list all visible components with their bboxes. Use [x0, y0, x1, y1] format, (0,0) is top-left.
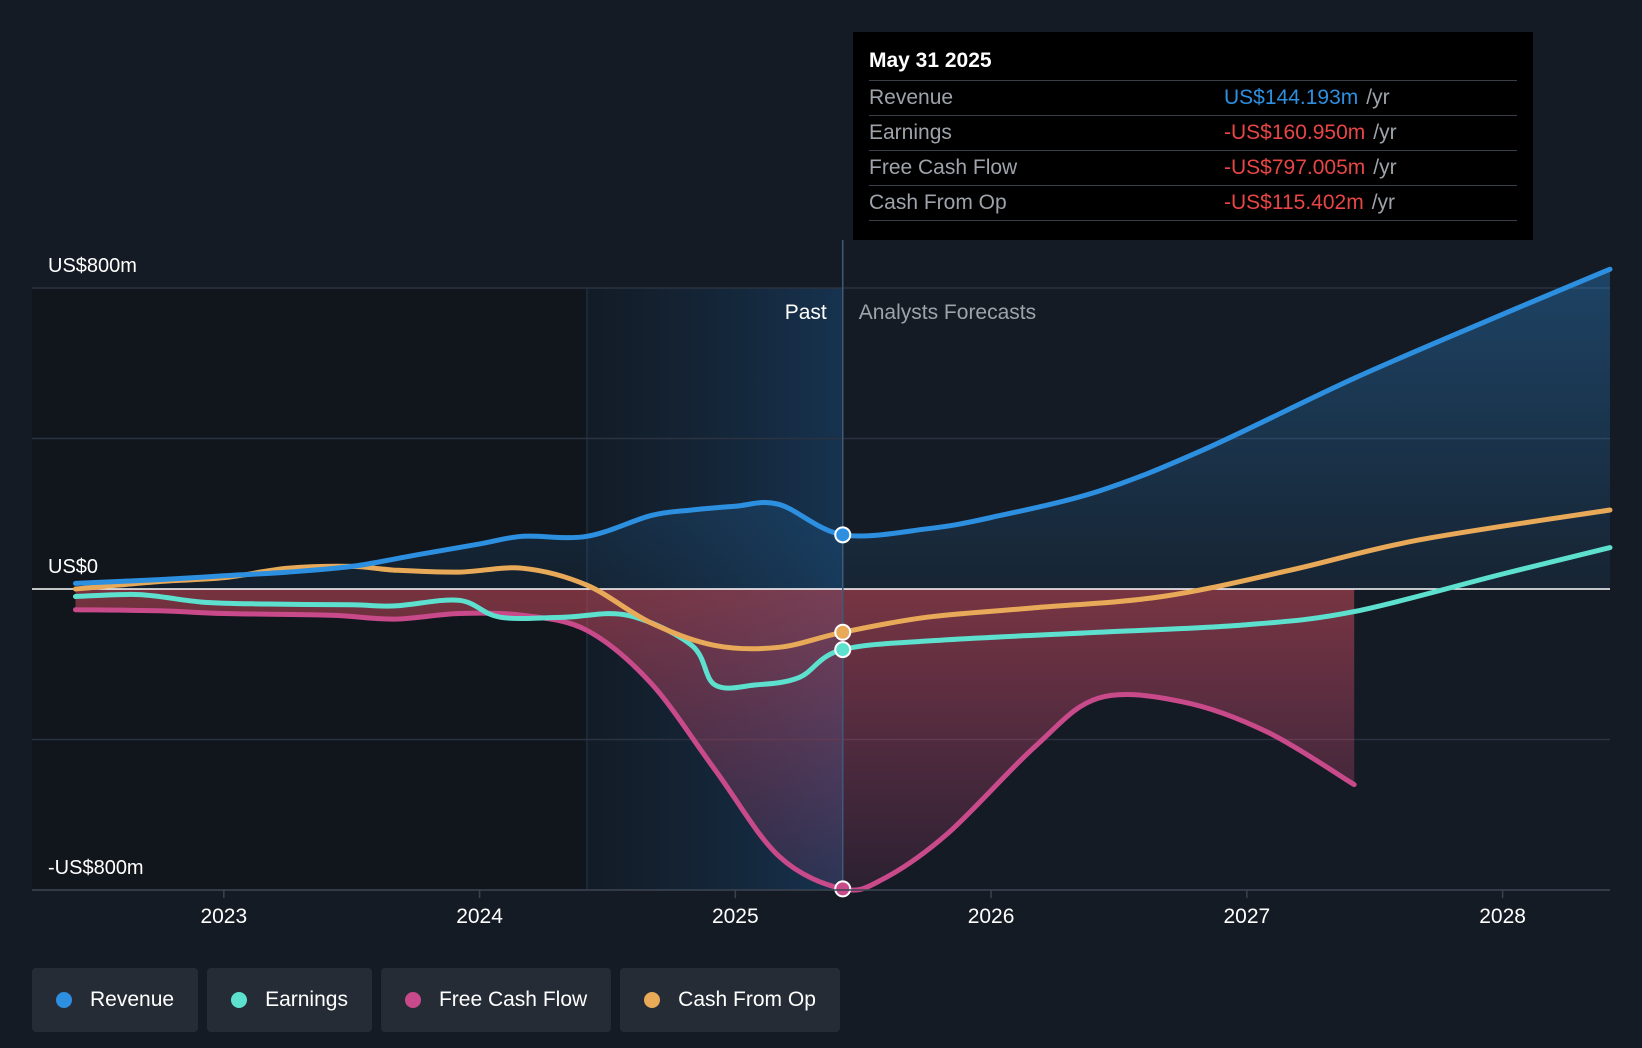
tooltip-label: Earnings	[869, 121, 952, 144]
x-tick-label: 2026	[968, 905, 1015, 928]
tooltip-unit: /yr	[1366, 86, 1390, 109]
tooltip-label: Free Cash Flow	[869, 156, 1018, 179]
tooltip-row-revenue: Revenue US$144.193m /yr	[869, 81, 1517, 116]
tooltip-row-earnings: Earnings -US$160.950m /yr	[869, 116, 1517, 151]
legend-item-cash-from-op[interactable]: Cash From Op	[620, 968, 840, 1032]
earnings-line	[73, 545, 1613, 691]
tooltip-label: Revenue	[869, 86, 954, 109]
tooltip-row-cash-from-op: Cash From Op -US$115.402m /yr	[869, 186, 1517, 221]
revenue-line	[73, 266, 1613, 586]
free-cash-flow-area	[75, 589, 1355, 891]
tooltip-row-free-cash-flow: Free Cash Flow -US$797.005m /yr	[869, 151, 1517, 186]
x-axis: 2023 2024 2025 2026 2027 2028	[32, 889, 1610, 928]
cash-from-op-marker	[834, 623, 852, 641]
legend-label: Cash From Op	[678, 988, 816, 1011]
revenue-marker	[834, 526, 852, 544]
free-cash-flow-marker	[834, 880, 852, 898]
series-areas	[75, 269, 1610, 891]
x-tick-label: 2028	[1479, 905, 1526, 928]
y-axis-min-label: -US$800m	[48, 857, 144, 879]
chart-canvas: US$800m US$0 -US$800m Past Analysts Fore…	[32, 240, 1613, 928]
x-tick-label: 2023	[200, 905, 247, 928]
tooltip-value: US$144.193m	[1224, 86, 1359, 109]
tooltip-date: May 31 2025	[869, 46, 1517, 81]
legend-dot-icon	[644, 992, 661, 1008]
x-tick-label: 2024	[456, 905, 503, 928]
y-axis-zero-label: US$0	[48, 556, 98, 578]
tooltip-value: -US$797.005m	[1224, 156, 1366, 179]
tooltip-value: -US$115.402m	[1224, 191, 1364, 214]
legend-label: Free Cash Flow	[438, 988, 588, 1011]
legend-dot-icon	[404, 992, 421, 1008]
legend-label: Earnings	[265, 988, 348, 1011]
revenue-area	[75, 269, 1610, 589]
legend-item-revenue[interactable]: Revenue	[32, 968, 199, 1032]
legend-label: Revenue	[90, 988, 175, 1011]
tooltip-label: Cash From Op	[869, 191, 1007, 214]
legend-dot-icon	[56, 992, 72, 1008]
free-cash-flow-line	[73, 607, 1357, 893]
x-tick-label: 2025	[712, 905, 759, 928]
cash-from-op-line	[73, 507, 1613, 652]
legend: Revenue Earnings Free Cash Flow Cash Fro…	[32, 968, 840, 1032]
x-tick-label: 2027	[1223, 905, 1270, 928]
legend-item-free-cash-flow[interactable]: Free Cash Flow	[380, 968, 612, 1032]
tooltip-value: -US$160.950m	[1224, 121, 1366, 144]
tooltip-unit: /yr	[1373, 156, 1397, 179]
tooltip-unit: /yr	[1373, 121, 1397, 144]
tooltip-unit: /yr	[1371, 191, 1396, 214]
y-axis-max-label: US$800m	[48, 255, 137, 277]
past-label: Past	[785, 301, 827, 324]
series-markers	[834, 526, 852, 898]
forecast-label: Analysts Forecasts	[859, 301, 1036, 324]
earnings-marker	[834, 641, 852, 659]
legend-item-earnings[interactable]: Earnings	[207, 968, 372, 1032]
series-lines	[73, 266, 1613, 893]
legend-dot-icon	[231, 992, 248, 1008]
tooltip: May 31 2025 Revenue US$144.193m /yr Earn…	[853, 32, 1533, 240]
